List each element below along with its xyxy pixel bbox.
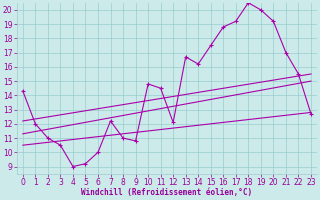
X-axis label: Windchill (Refroidissement éolien,°C): Windchill (Refroidissement éolien,°C) [81,188,252,197]
